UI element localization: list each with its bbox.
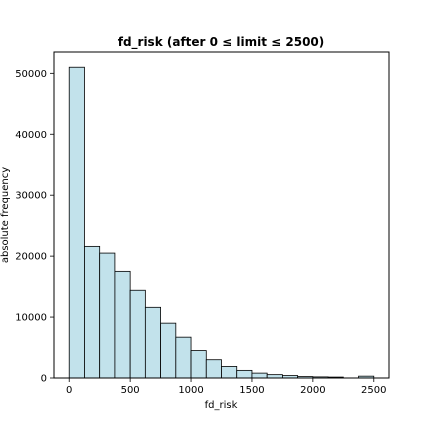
y-tick-label: 30000 xyxy=(15,191,47,202)
y-tick-label: 20000 xyxy=(15,252,47,263)
x-tick-label: 0 xyxy=(66,385,72,396)
histogram-bar xyxy=(175,336,192,379)
histogram-bar xyxy=(160,322,177,379)
histogram-bar xyxy=(236,369,253,379)
x-tick-label: 500 xyxy=(121,385,140,396)
histogram-bar xyxy=(84,245,101,379)
chart-title: fd_risk (after 0 ≤ limit ≤ 2500) xyxy=(118,35,325,50)
y-tick-label: 50000 xyxy=(15,69,47,80)
x-axis-ticks: 0 500 1000 1500 2000 2500 xyxy=(66,378,386,396)
histogram-bar xyxy=(221,366,238,379)
x-tick-label: 2500 xyxy=(361,385,386,396)
histogram-bar xyxy=(99,252,116,379)
histogram-bar xyxy=(266,374,283,379)
histogram-bar xyxy=(205,359,222,379)
x-tick-label: 2000 xyxy=(300,385,325,396)
histogram-bar xyxy=(251,372,268,379)
x-tick-label: 1000 xyxy=(178,385,203,396)
bars-group xyxy=(68,66,375,379)
x-tick-label: 1500 xyxy=(239,385,264,396)
histogram-bar xyxy=(114,270,131,379)
plot-area-frame xyxy=(53,51,390,379)
x-axis-label: fd_risk xyxy=(205,400,238,411)
histogram-bar xyxy=(190,350,207,379)
histogram-bar xyxy=(68,66,85,379)
y-axis-label: absolute frequency xyxy=(0,167,11,263)
y-tick-label: 40000 xyxy=(15,130,47,141)
y-axis-ticks: 0 10000 20000 30000 40000 50000 xyxy=(15,69,54,385)
histogram-bar xyxy=(144,306,161,379)
y-tick-label: 0 xyxy=(41,374,47,385)
y-tick-label: 10000 xyxy=(15,313,47,324)
histogram-bar xyxy=(129,289,146,379)
